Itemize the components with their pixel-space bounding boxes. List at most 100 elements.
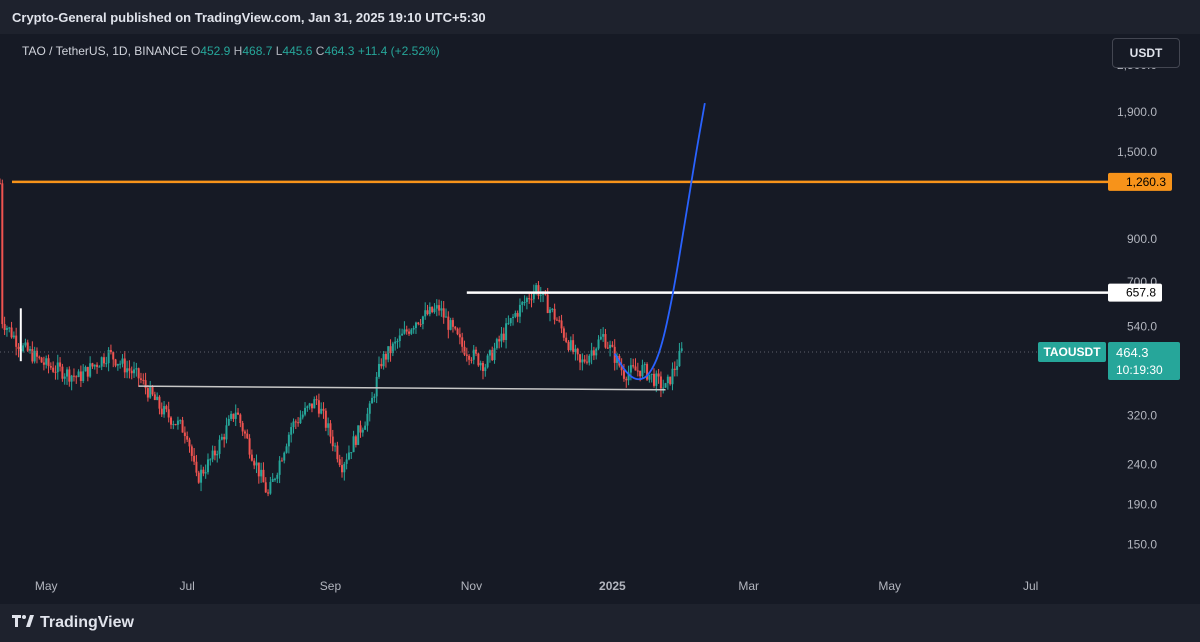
candle-body [428,306,431,315]
price-tick-label: 240.0 [1127,457,1157,471]
symbol-tag-bg [1038,342,1106,363]
candle-body [454,326,457,329]
candle-body [371,397,374,404]
candle-body [609,344,612,349]
candle-body [24,342,27,346]
candle-body [310,403,313,409]
candle-body [585,361,588,363]
price-chart[interactable]: 2,500.01,900.01,500.0900.0700.0540.0320.… [0,34,1200,604]
symbol-legend: TAO / TetherUS, 1D, BINANCE O452.9 H468.… [22,44,440,58]
candle-body [225,425,228,440]
chart-area[interactable]: 2,500.01,900.01,500.0900.0700.0540.0320.… [0,34,1200,604]
candle-body [537,285,540,296]
candle-body [456,328,459,335]
candle-body [290,427,293,435]
candle-body [1,183,4,325]
candle-body [514,313,517,317]
candle-body [414,322,417,329]
candle-body [634,366,637,371]
candle-body [636,370,639,372]
candle-body [84,366,87,372]
time-tick-label: Jul [180,579,195,593]
candle-body [412,328,415,330]
price-axis[interactable]: 2,500.01,900.01,500.0900.0700.0540.0320.… [1038,58,1180,552]
candle-body [33,350,36,362]
candle-body [481,362,484,372]
candle-body [264,482,267,493]
time-tick-label: May [35,579,58,593]
time-tick-label: 2025 [599,579,626,593]
candle-body [433,308,436,313]
candle-body [602,334,605,337]
candle-body [52,367,55,372]
candle-body [648,374,651,380]
candle-body [606,347,609,349]
candle-body [498,339,501,342]
candle-body [629,365,632,373]
candle-body [387,346,390,360]
tradingview-wordmark: TradingView [40,614,134,631]
candle-body [75,376,78,378]
candle-body [486,355,489,368]
candle-body [410,329,413,334]
candle-body [528,298,531,300]
candle-body [488,350,491,356]
candle-body [516,313,519,317]
candle-body [38,356,41,358]
candle-body [364,425,367,430]
candle-body [597,339,600,349]
currency-unit-button[interactable]: USDT [1112,38,1180,68]
candle-body [502,333,505,340]
candle-body [558,320,561,322]
level-price-label-bg [1108,283,1162,302]
candle-body [678,350,681,367]
candle-body [170,417,173,425]
candle-body [260,469,263,477]
candle-body [190,446,193,456]
candle-body [22,345,25,352]
candle-body [294,421,297,423]
time-axis[interactable]: May Jul Sep Nov 2025 Mar May Jul [35,579,1038,593]
legend-high-value: 468.7 [242,44,273,58]
candle-body [5,328,8,330]
candle-body [622,370,625,379]
candle-body [248,438,251,455]
candle-body [592,350,595,356]
candle-body [389,346,392,354]
candle-body [680,348,683,351]
candle-body [181,420,184,433]
candle-body [676,366,679,370]
candle-body [195,461,198,473]
time-tick-label: Nov [461,579,482,593]
candle-body [109,349,112,353]
candle-body [359,425,362,433]
candle-body [657,373,660,377]
candle-body [220,436,223,440]
candle-body [424,310,427,317]
candle-body [583,359,586,362]
time-tick-label: Jul [1023,579,1038,593]
candle-body [555,319,558,321]
candle-body [345,459,348,464]
candle-body [128,368,131,371]
candle-body [458,334,461,338]
projection-curve [613,102,706,381]
candle-body [262,469,265,483]
candle-body [405,329,408,332]
tradingview-brand[interactable]: TradingView [0,614,134,633]
candle-body [338,459,341,466]
candle-body [246,433,249,439]
candle-body [255,462,258,466]
candle-body [553,308,556,320]
candle-body [509,318,512,324]
candle-body [391,343,394,354]
candle-body [250,454,253,461]
candle-body [139,378,142,380]
candle-body [271,478,274,482]
candle-body [285,446,288,453]
tradingview-logo-icon [12,614,34,633]
candle-body [40,357,43,363]
candle-body [202,469,205,474]
candle-body [313,399,316,409]
candle-body [419,323,422,325]
